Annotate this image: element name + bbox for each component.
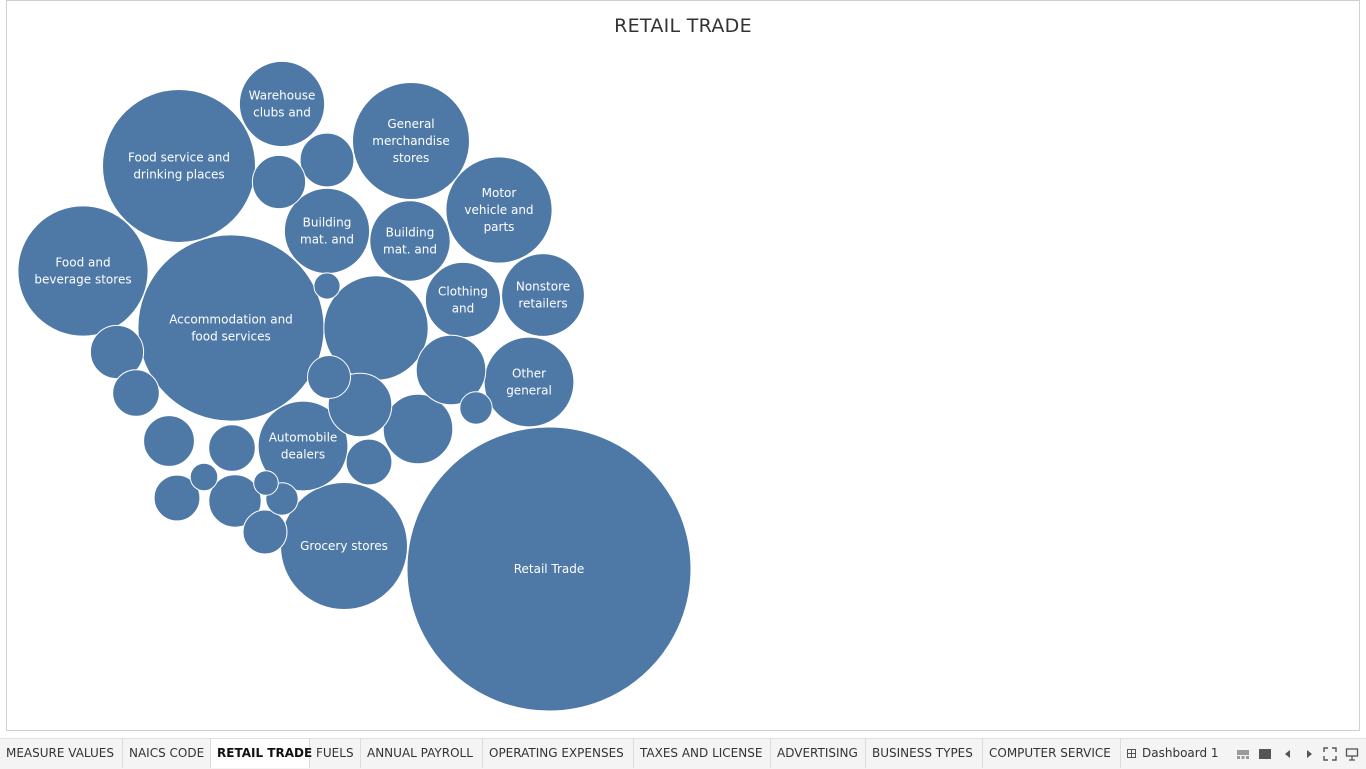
bubble-mark[interactable] [251, 154, 307, 210]
show-filmstrip-icon[interactable] [1236, 747, 1250, 761]
bubble-label: Other general [506, 367, 552, 398]
bubble-mark[interactable] [352, 82, 470, 200]
tab-measure-values[interactable]: MEASURE VALUES [0, 739, 123, 768]
bubble-label: Nonstore retailers [516, 280, 570, 311]
bubble-label: Accommodation and food services [169, 313, 293, 344]
bubble-mark[interactable] [382, 393, 454, 465]
viz-canvas: RETAIL TRADE Retail Trade Accommodation a… [6, 0, 1360, 731]
bubble-mark[interactable] [238, 60, 326, 148]
previous-sheet-icon[interactable] [1281, 747, 1295, 761]
bubble-mark[interactable] [345, 438, 393, 486]
next-sheet-icon[interactable] [1302, 747, 1316, 761]
bubble-mark[interactable] [313, 272, 341, 300]
bubble-mark[interactable] [189, 462, 219, 492]
bubble-mark[interactable] [102, 89, 256, 243]
bubble-mark[interactable] [299, 132, 355, 188]
tab-fuels[interactable]: FUELS [310, 739, 361, 768]
bubble-label: Clothing and [438, 285, 488, 316]
bubble-mark[interactable] [406, 426, 692, 712]
tab-business-types[interactable]: BUSINESS TYPES [866, 739, 983, 768]
tab-taxes-and-license[interactable]: TAXES AND LICENSE [634, 739, 771, 768]
bubble-mark[interactable] [483, 336, 575, 428]
bubble-mark[interactable] [208, 424, 256, 472]
chart-title: RETAIL TRADE [614, 15, 752, 37]
show-tabs-icon[interactable] [1258, 747, 1272, 761]
bubble-mark[interactable] [459, 391, 493, 425]
fullscreen-icon[interactable] [1323, 747, 1337, 761]
bubble-mark[interactable] [89, 324, 145, 380]
presentation-mode-icon[interactable] [1345, 747, 1359, 761]
bubble-label: Automobile dealers [269, 431, 338, 462]
tab-annual-payroll[interactable]: ANNUAL PAYROLL [361, 739, 483, 768]
bubble-mark[interactable] [143, 415, 195, 467]
bubble-mark[interactable] [415, 334, 487, 406]
bubble-mark[interactable] [257, 400, 349, 492]
bubble-label: Warehouse clubs and [249, 89, 316, 120]
tab-dashboard-1[interactable]: Dashboard 1 [1121, 739, 1221, 768]
tab-retail-trade[interactable]: RETAIL TRADE [211, 739, 312, 768]
bubble-mark[interactable] [445, 156, 553, 264]
bubble-mark[interactable] [307, 355, 351, 399]
bubble-mark[interactable] [153, 474, 201, 522]
bubble-label: Building mat. and [300, 216, 354, 247]
bubble-label: Building mat. and [383, 226, 437, 257]
bubble-mark[interactable] [242, 509, 288, 555]
tab-operating-expenses[interactable]: OPERATING EXPENSES [483, 739, 634, 768]
bubble-mark[interactable] [253, 470, 279, 496]
bubble-mark[interactable] [17, 205, 149, 337]
bubble-chart: Retail Trade Accommodation and food servic… [17, 60, 692, 712]
bubble-label: Motor vehicle and parts [464, 186, 533, 234]
tab-naics-code[interactable]: NAICS CODE [123, 739, 211, 768]
bubble-label: General merchandise stores [372, 117, 450, 165]
bubble-mark[interactable] [112, 369, 160, 417]
bubble-label: Food and beverage stores [34, 256, 131, 287]
bubble-label: Retail Trade [514, 562, 585, 576]
bubble-mark[interactable] [137, 234, 325, 422]
bubble-label: Food service and drinking places [128, 151, 230, 182]
tab-computer-service[interactable]: COMPUTER SERVICE [983, 739, 1121, 768]
bubble-mark[interactable] [208, 474, 262, 528]
dashboard-grid-icon [1127, 749, 1136, 758]
tab-advertising[interactable]: ADVERTISING [771, 739, 866, 768]
bubble-label: Grocery stores [300, 539, 388, 553]
bubble-mark[interactable] [501, 253, 585, 337]
sheet-tab-bar: MEASURE VALUES NAICS CODE RETAIL TRADE F… [0, 738, 1366, 769]
bubble-mark[interactable] [369, 200, 451, 282]
bubble-mark[interactable] [424, 261, 502, 339]
